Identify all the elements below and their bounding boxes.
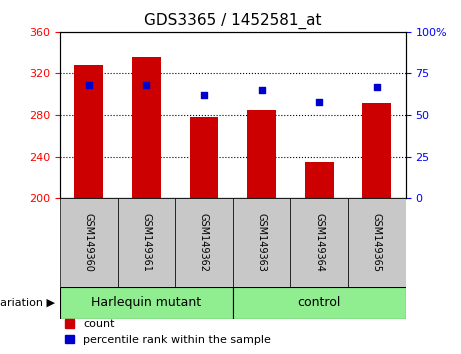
Text: GSM149364: GSM149364 (314, 213, 324, 272)
Bar (60, 287, 233, 319)
Legend: count, percentile rank within the sample: count, percentile rank within the sample (65, 319, 271, 345)
Point (200, 92, 207, 98)
Bar (290, 198, 348, 287)
Text: GSM149365: GSM149365 (372, 213, 382, 272)
Bar (247, 110, 276, 198)
Bar (348, 198, 406, 287)
Bar (305, 162, 334, 198)
Text: genotype/variation ▶: genotype/variation ▶ (0, 298, 55, 308)
Text: GSM149361: GSM149361 (142, 213, 151, 272)
Bar (233, 287, 406, 319)
Bar (74, 65, 103, 198)
Text: Harlequin mutant: Harlequin mutant (91, 296, 201, 309)
Text: GSM149363: GSM149363 (257, 213, 266, 272)
Bar (233, 198, 290, 287)
Point (315, 99, 323, 104)
Point (142, 82, 150, 88)
Point (85, 82, 92, 88)
Point (373, 84, 381, 90)
Bar (189, 117, 219, 198)
Bar (362, 103, 391, 198)
Title: GDS3365 / 1452581_at: GDS3365 / 1452581_at (144, 13, 322, 29)
Point (258, 87, 266, 93)
Bar (60, 198, 118, 287)
Bar (132, 57, 161, 198)
Bar (118, 198, 175, 287)
Text: GSM149362: GSM149362 (199, 213, 209, 272)
Text: GSM149360: GSM149360 (84, 213, 94, 272)
Bar (175, 198, 233, 287)
Text: control: control (297, 296, 341, 309)
